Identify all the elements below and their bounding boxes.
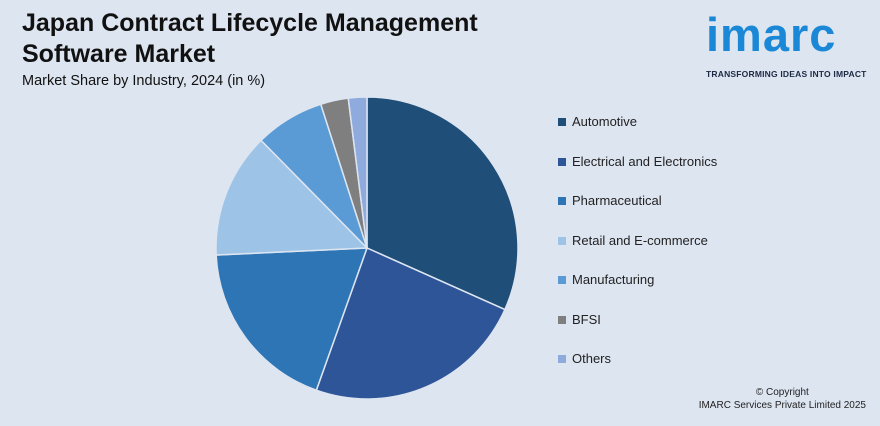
legend-swatch [558,315,566,324]
legend-swatch [558,157,566,166]
pie-slice-electrical-and-electronics [315,246,506,400]
pie-slice-automotive [366,96,519,311]
copyright-company: IMARC Services Private Limited 2025 [698,400,866,411]
legend-swatch [558,236,566,245]
legend-swatch [558,276,566,284]
imarc-logo: imarc TRANSFORMING IDEAS INTO IMPACT [706,8,874,80]
legend-swatch [558,118,566,126]
legend-label: Others [572,351,612,366]
logo-tagline: TRANSFORMING IDEAS INTO IMPACT [706,69,867,79]
pie-slice-retail-and-e-commerce [215,139,369,256]
legend-label: Electrical and Electronics [572,153,718,169]
chart-subtitle: Market Share by Industry, 2024 (in %) [22,73,266,89]
legend-label: Retail and E-commerce [572,232,708,248]
pie-slice-others [347,96,368,249]
legend-label: BFSI [572,311,601,327]
legend-label: Pharmaceutical [572,193,662,208]
legend-swatch [558,355,566,363]
legend-label: Manufacturing [572,272,655,287]
pie-slice-pharmaceutical [215,247,369,392]
copyright-notice: © Copyright IMARC Services Private Limit… [699,386,866,412]
legend-swatch [558,197,566,205]
copyright-line: © Copyright [755,387,809,398]
logo-wordmark: imarc [706,8,837,61]
page-title: Japan Contract Lifecycle Management Soft… [22,9,478,68]
legend-label: Automotive [572,114,638,129]
